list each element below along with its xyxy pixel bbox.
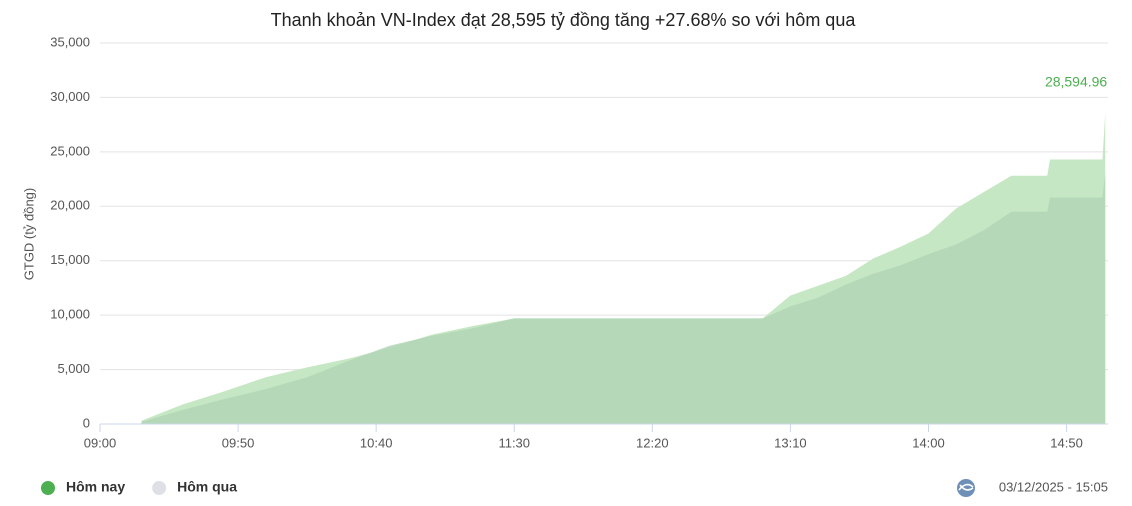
y-tick-label: 30,000: [50, 89, 90, 104]
x-tick-label: 12:20: [636, 435, 669, 450]
chart-title: Thanh khoản VN-Index đạt 28,595 tỷ đồng …: [271, 10, 857, 30]
y-axis-label: GTGD (tỷ đồng): [21, 188, 36, 280]
data-label: 28,594.96: [1045, 73, 1107, 89]
timestamp: 03/12/2025 - 15:05: [999, 479, 1108, 494]
y-tick-label: 20,000: [50, 198, 90, 213]
x-tick-label: 09:00: [84, 435, 117, 450]
x-tick-label: 14:50: [1050, 435, 1083, 450]
y-tick-label: 5,000: [57, 361, 90, 376]
legend-marker[interactable]: [152, 481, 167, 495]
y-tick-label: 15,000: [50, 252, 90, 267]
y-tick-label: 35,000: [50, 34, 90, 49]
y-tick-label: 25,000: [50, 143, 90, 158]
legend-marker[interactable]: [41, 481, 55, 495]
y-tick-label: 10,000: [50, 307, 90, 322]
date-icon: [957, 479, 975, 497]
y-tick-label: 0: [83, 415, 90, 430]
legend-label[interactable]: Hôm nay: [66, 479, 125, 495]
x-tick-label: 09:50: [222, 435, 255, 450]
x-tick-label: 14:00: [912, 435, 945, 450]
legend-label[interactable]: Hôm qua: [177, 479, 237, 495]
x-tick-label: 11:30: [498, 435, 530, 450]
x-tick-label: 10:40: [360, 435, 393, 450]
x-tick-label: 13:10: [774, 435, 807, 450]
area: [141, 173, 1106, 424]
